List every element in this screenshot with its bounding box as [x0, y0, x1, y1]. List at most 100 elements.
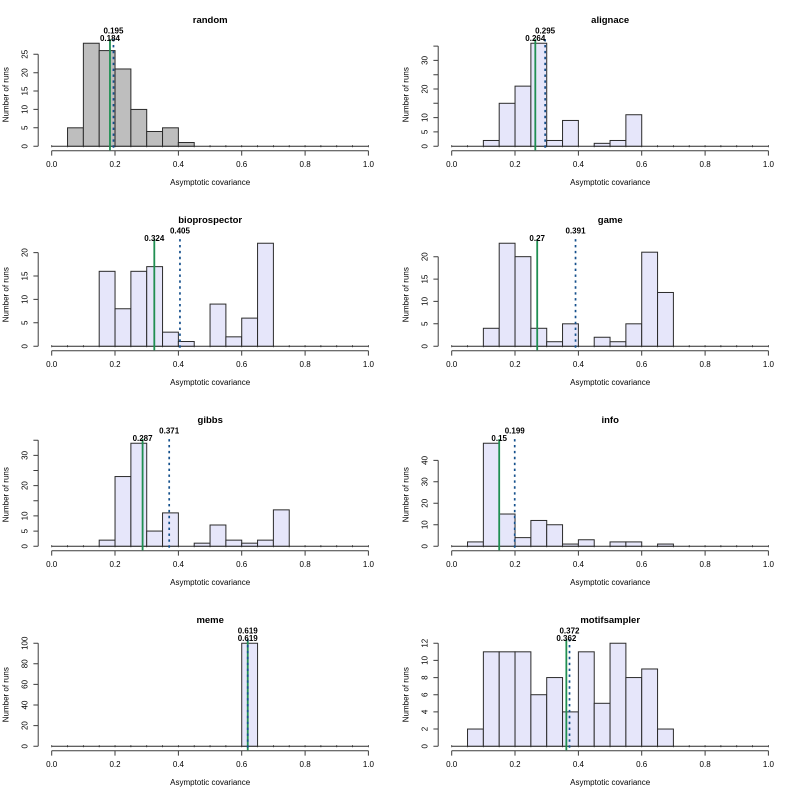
- svg-text:0: 0: [421, 743, 430, 748]
- svg-text:20: 20: [21, 481, 30, 490]
- svg-text:0.287: 0.287: [133, 434, 154, 443]
- svg-text:0.8: 0.8: [700, 360, 712, 369]
- svg-text:motifsampler: motifsampler: [580, 615, 640, 626]
- svg-text:1.0: 1.0: [763, 760, 775, 769]
- svg-text:0: 0: [21, 543, 30, 548]
- svg-text:1.0: 1.0: [363, 360, 375, 369]
- svg-text:0: 0: [421, 143, 430, 148]
- svg-text:0: 0: [21, 143, 30, 148]
- svg-text:10: 10: [21, 104, 30, 113]
- svg-text:0.0: 0.0: [446, 160, 458, 169]
- svg-text:Number of runs: Number of runs: [2, 67, 11, 122]
- svg-text:0.6: 0.6: [636, 360, 648, 369]
- svg-text:Number of runs: Number of runs: [402, 467, 411, 522]
- svg-text:Number of runs: Number of runs: [2, 267, 11, 322]
- svg-text:Asymptotic covariance: Asymptotic covariance: [170, 378, 251, 387]
- svg-text:Number of runs: Number of runs: [402, 267, 411, 322]
- svg-text:6: 6: [421, 692, 430, 697]
- svg-text:1.0: 1.0: [363, 760, 375, 769]
- svg-text:0.0: 0.0: [46, 360, 58, 369]
- svg-text:0.6: 0.6: [236, 760, 248, 769]
- svg-text:0.8: 0.8: [700, 160, 712, 169]
- svg-text:0.362: 0.362: [556, 634, 577, 643]
- svg-text:2: 2: [421, 726, 430, 731]
- svg-text:30: 30: [421, 477, 430, 486]
- svg-text:0.0: 0.0: [46, 160, 58, 169]
- svg-text:20: 20: [21, 68, 30, 77]
- svg-text:0.8: 0.8: [300, 560, 312, 569]
- svg-text:1.0: 1.0: [763, 560, 775, 569]
- svg-text:Number of runs: Number of runs: [402, 67, 411, 122]
- svg-text:0.6: 0.6: [636, 760, 648, 769]
- svg-text:12: 12: [421, 638, 430, 647]
- svg-text:20: 20: [21, 721, 30, 730]
- svg-text:40: 40: [21, 700, 30, 709]
- svg-text:Number of runs: Number of runs: [2, 467, 11, 522]
- svg-text:0.2: 0.2: [509, 760, 521, 769]
- svg-text:30: 30: [21, 450, 30, 459]
- svg-text:0.371: 0.371: [159, 426, 180, 435]
- svg-text:0: 0: [421, 343, 430, 348]
- svg-text:20: 20: [421, 498, 430, 507]
- svg-text:0: 0: [21, 743, 30, 748]
- svg-text:20: 20: [21, 248, 30, 257]
- svg-text:0.619: 0.619: [238, 634, 259, 643]
- svg-text:0.199: 0.199: [505, 426, 526, 435]
- svg-text:Asymptotic covariance: Asymptotic covariance: [570, 378, 651, 387]
- svg-text:1.0: 1.0: [363, 560, 375, 569]
- svg-text:80: 80: [21, 659, 30, 668]
- svg-text:Number of runs: Number of runs: [2, 667, 11, 722]
- svg-text:0.2: 0.2: [109, 360, 121, 369]
- svg-text:40: 40: [421, 455, 430, 464]
- svg-text:5: 5: [421, 321, 430, 326]
- svg-text:15: 15: [21, 271, 30, 280]
- svg-text:0.184: 0.184: [100, 34, 121, 43]
- svg-text:0.4: 0.4: [173, 560, 185, 569]
- svg-text:0.8: 0.8: [300, 360, 312, 369]
- svg-text:0.2: 0.2: [509, 160, 521, 169]
- svg-text:30: 30: [421, 55, 430, 64]
- svg-text:10: 10: [21, 294, 30, 303]
- svg-text:bioprospector: bioprospector: [178, 215, 242, 226]
- svg-text:0.27: 0.27: [529, 234, 545, 243]
- svg-text:0.8: 0.8: [300, 760, 312, 769]
- svg-text:5: 5: [21, 125, 30, 130]
- svg-text:0.0: 0.0: [446, 560, 458, 569]
- svg-text:0.195: 0.195: [103, 26, 124, 35]
- svg-text:0.8: 0.8: [700, 760, 712, 769]
- svg-text:10: 10: [421, 655, 430, 664]
- svg-text:0.2: 0.2: [509, 560, 521, 569]
- svg-text:alignace: alignace: [591, 15, 629, 26]
- svg-text:Asymptotic covariance: Asymptotic covariance: [170, 778, 251, 787]
- svg-text:0.2: 0.2: [109, 760, 121, 769]
- svg-text:0.6: 0.6: [236, 360, 248, 369]
- svg-text:0.4: 0.4: [173, 360, 185, 369]
- svg-text:20: 20: [421, 252, 430, 261]
- svg-text:10: 10: [21, 511, 30, 520]
- svg-text:0.619: 0.619: [238, 626, 259, 635]
- svg-text:0.6: 0.6: [636, 560, 648, 569]
- svg-text:0: 0: [421, 543, 430, 548]
- svg-text:1.0: 1.0: [763, 160, 775, 169]
- svg-text:10: 10: [421, 296, 430, 305]
- svg-text:0.4: 0.4: [173, 160, 185, 169]
- svg-text:0.324: 0.324: [144, 234, 165, 243]
- svg-text:0.6: 0.6: [236, 560, 248, 569]
- svg-text:0.6: 0.6: [636, 160, 648, 169]
- svg-text:0: 0: [21, 343, 30, 348]
- svg-text:0.2: 0.2: [109, 160, 121, 169]
- svg-text:0.0: 0.0: [446, 760, 458, 769]
- svg-text:random: random: [193, 15, 228, 26]
- svg-text:info: info: [601, 415, 619, 426]
- svg-text:0.0: 0.0: [46, 560, 58, 569]
- svg-text:Asymptotic covariance: Asymptotic covariance: [570, 578, 651, 587]
- svg-text:0.2: 0.2: [109, 560, 121, 569]
- svg-text:1.0: 1.0: [763, 360, 775, 369]
- svg-text:5: 5: [21, 528, 30, 533]
- svg-text:0.295: 0.295: [535, 26, 556, 35]
- svg-text:25: 25: [21, 49, 30, 58]
- svg-text:15: 15: [21, 86, 30, 95]
- svg-text:10: 10: [421, 113, 430, 122]
- svg-text:Asymptotic covariance: Asymptotic covariance: [570, 178, 651, 187]
- svg-text:Number of runs: Number of runs: [402, 667, 411, 722]
